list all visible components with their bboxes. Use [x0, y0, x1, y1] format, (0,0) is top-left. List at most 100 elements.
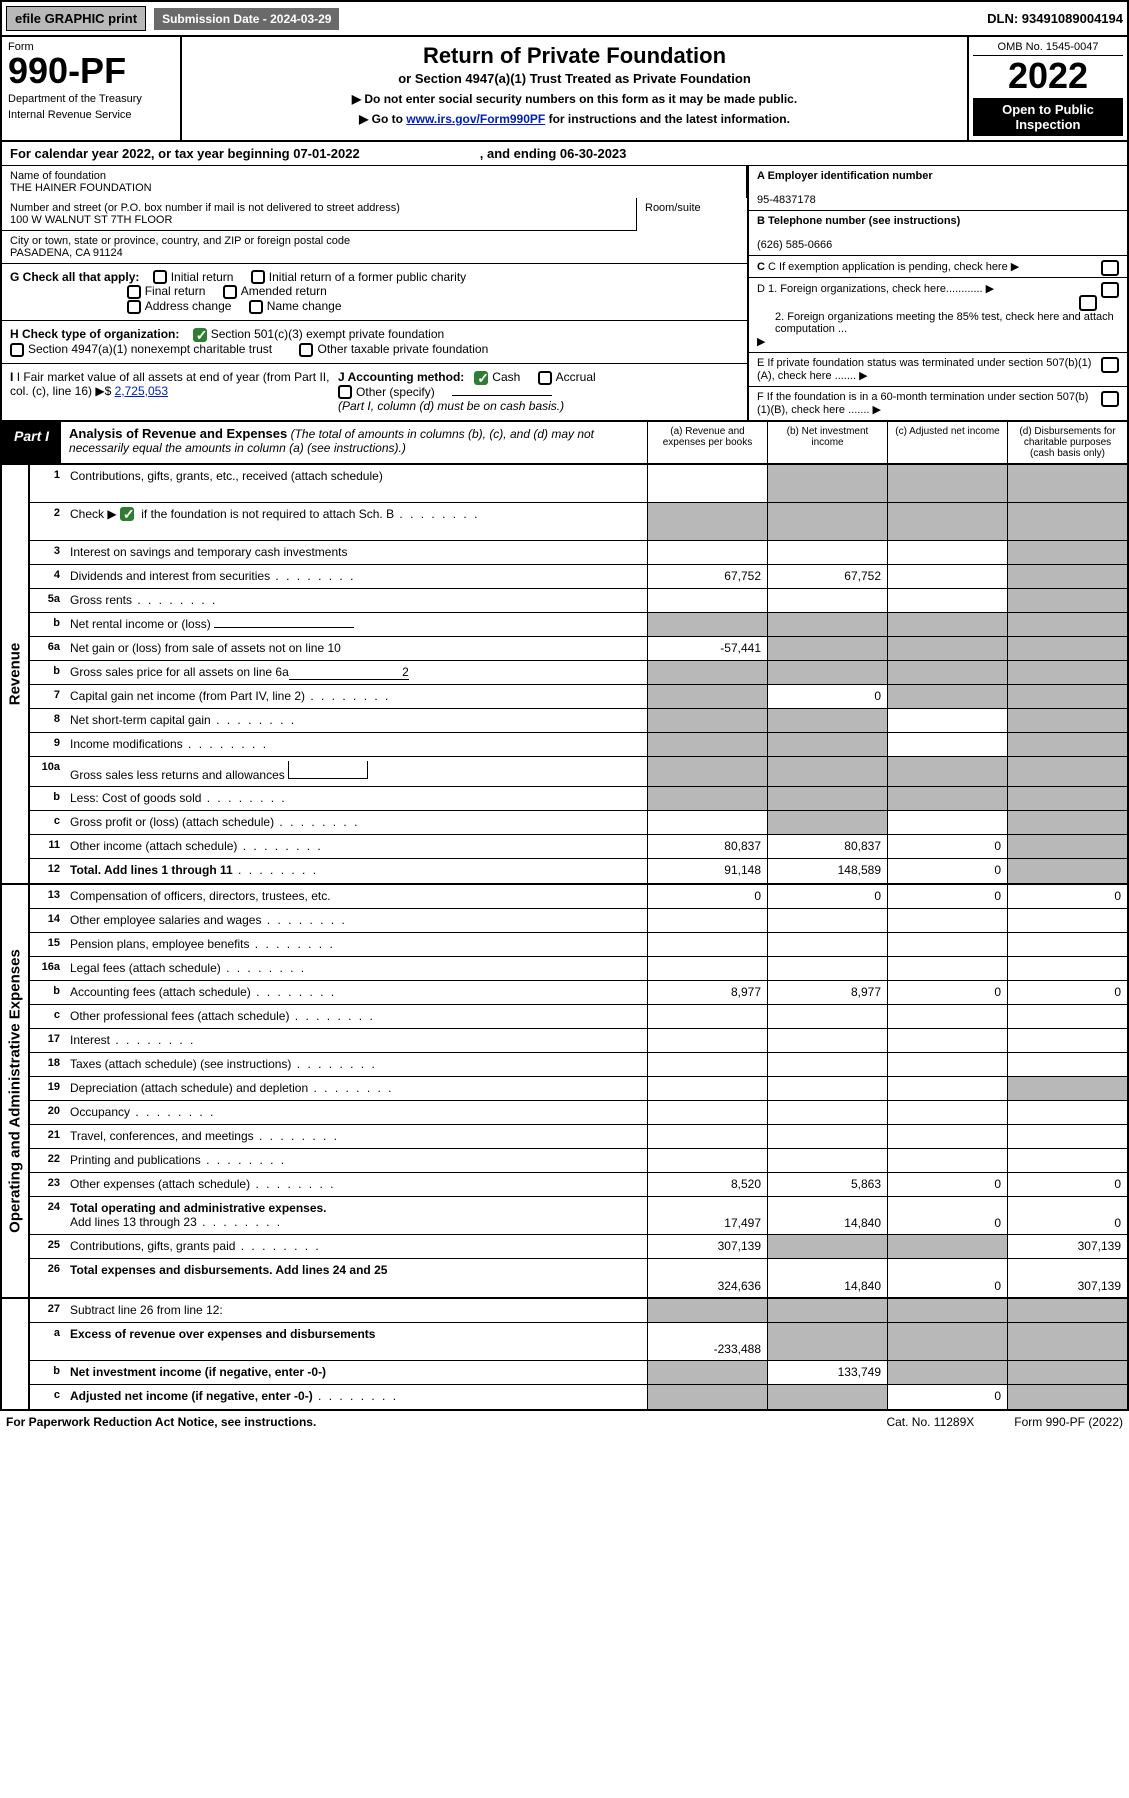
row-26-d: 307,139 — [1007, 1259, 1127, 1297]
schb-checkbox[interactable] — [120, 507, 134, 521]
row-27c-c: 0 — [887, 1385, 1007, 1409]
row-12-b: 148,589 — [767, 859, 887, 883]
street-address: 100 W WALNUT ST 7TH FLOOR — [10, 214, 628, 226]
d2-checkbox[interactable] — [1079, 295, 1097, 311]
d1-checkbox[interactable] — [1101, 282, 1119, 298]
open-public-badge: Open to Public Inspection — [973, 98, 1123, 136]
row-20-num: 20 — [30, 1101, 64, 1124]
row-9-num: 9 — [30, 733, 64, 756]
row-19-num: 19 — [30, 1077, 64, 1100]
row-24-num: 24 — [30, 1197, 64, 1234]
row-27b-desc: Net investment income (if negative, ente… — [64, 1361, 647, 1384]
row-16b-d: 0 — [1007, 981, 1127, 1004]
part1-desc: Analysis of Revenue and Expenses (The to… — [61, 422, 647, 463]
row-24-d: 0 — [1007, 1197, 1127, 1234]
page-footer: For Paperwork Reduction Act Notice, see … — [0, 1411, 1129, 1433]
row-27a-a: -233,488 — [647, 1323, 767, 1360]
header-mid: Return of Private Foundation or Section … — [182, 37, 967, 140]
c-checkbox[interactable] — [1101, 260, 1119, 276]
row-1-desc: Contributions, gifts, grants, etc., rece… — [64, 465, 647, 502]
row-16b-desc: Accounting fees (attach schedule) — [64, 981, 647, 1004]
row-18-desc: Taxes (attach schedule) (see instruction… — [64, 1053, 647, 1076]
row-21-num: 21 — [30, 1125, 64, 1148]
d2-label: 2. Foreign organizations meeting the 85%… — [757, 311, 1119, 335]
i-value-link[interactable]: 2,725,053 — [115, 384, 168, 398]
row-26-c: 0 — [887, 1259, 1007, 1297]
city-label: City or town, state or province, country… — [10, 235, 739, 247]
g-final-return[interactable]: Final return — [127, 284, 206, 298]
row-12-desc: Total. Add lines 1 through 11 — [64, 859, 647, 883]
row-7-desc: Capital gain net income (from Part IV, l… — [64, 685, 647, 708]
row-26-a: 324,636 — [647, 1259, 767, 1297]
row-23-a: 8,520 — [647, 1173, 767, 1196]
row-16b-a: 8,977 — [647, 981, 767, 1004]
row-14-num: 14 — [30, 909, 64, 932]
row-4-a: 67,752 — [647, 565, 767, 588]
h-4947a1[interactable]: Section 4947(a)(1) nonexempt charitable … — [10, 342, 272, 356]
row-25-a: 307,139 — [647, 1235, 767, 1258]
submission-date: Submission Date - 2024-03-29 — [154, 8, 339, 30]
f-label: F If the foundation is in a 60-month ter… — [757, 391, 1088, 416]
g-address-change[interactable]: Address change — [127, 299, 232, 313]
g-name-change[interactable]: Name change — [249, 299, 342, 313]
row-8-num: 8 — [30, 709, 64, 732]
phone-value: (626) 585-0666 — [757, 239, 832, 251]
part1-title: Analysis of Revenue and Expenses — [69, 426, 287, 441]
b-label: B Telephone number (see instructions) — [757, 215, 960, 227]
revenue-side-label: Revenue — [2, 465, 30, 883]
row-10b-desc: Less: Cost of goods sold — [64, 787, 647, 810]
j-other[interactable]: Other (specify) — [338, 385, 435, 399]
efile-print-button[interactable]: efile GRAPHIC print — [6, 6, 146, 31]
row-23-desc: Other expenses (attach schedule) — [64, 1173, 647, 1196]
row-22-num: 22 — [30, 1149, 64, 1172]
col-c-head: (c) Adjusted net income — [887, 422, 1007, 463]
row-24-desc: Total operating and administrative expen… — [64, 1197, 647, 1234]
row-17-desc: Interest — [64, 1029, 647, 1052]
h-501c3[interactable]: Section 501(c)(3) exempt private foundat… — [193, 327, 444, 341]
row-26-desc: Total expenses and disbursements. Add li… — [64, 1259, 647, 1297]
expenses-section: Operating and Administrative Expenses 13… — [0, 885, 1129, 1299]
h-other-taxable[interactable]: Other taxable private foundation — [299, 342, 488, 356]
row-13-a: 0 — [647, 885, 767, 908]
row-10c-num: c — [30, 811, 64, 834]
row-16a-desc: Legal fees (attach schedule) — [64, 957, 647, 980]
line-27-section: 27Subtract line 26 from line 12: aExcess… — [0, 1299, 1129, 1411]
row-22-desc: Printing and publications — [64, 1149, 647, 1172]
e-label: E If private foundation status was termi… — [757, 357, 1091, 382]
room-suite-label: Room/suite — [637, 198, 747, 231]
goto-note: ▶ Go to www.irs.gov/Form990PF for instru… — [192, 112, 957, 126]
g-initial-former[interactable]: Initial return of a former public charit… — [251, 270, 466, 284]
row-24-a: 17,497 — [647, 1197, 767, 1234]
e-checkbox[interactable] — [1101, 357, 1119, 373]
row-23-num: 23 — [30, 1173, 64, 1196]
row-10c-desc: Gross profit or (loss) (attach schedule) — [64, 811, 647, 834]
j-cash[interactable]: Cash — [474, 370, 520, 384]
row-9-desc: Income modifications — [64, 733, 647, 756]
section-ij: I I Fair market value of all assets at e… — [2, 364, 747, 420]
row-11-c: 0 — [887, 835, 1007, 858]
form-header: Form 990-PF Department of the Treasury I… — [0, 37, 1129, 142]
top-bar: efile GRAPHIC print Submission Date - 20… — [0, 0, 1129, 37]
form990pf-link[interactable]: www.irs.gov/Form990PF — [406, 112, 545, 126]
row-6b-num: b — [30, 661, 64, 684]
info-left: Name of foundation THE HAINER FOUNDATION… — [2, 166, 747, 420]
cat-number: Cat. No. 11289X — [886, 1415, 974, 1429]
row-5b-desc: Net rental income or (loss) — [64, 613, 647, 636]
g-amended-return[interactable]: Amended return — [223, 284, 327, 298]
cal-year-end: , and ending 06-30-2023 — [480, 146, 627, 161]
j-accrual[interactable]: Accrual — [538, 370, 596, 384]
row-13-d: 0 — [1007, 885, 1127, 908]
row-16a-num: 16a — [30, 957, 64, 980]
row-27-desc: Subtract line 26 from line 12: — [64, 1299, 647, 1322]
g-initial-return[interactable]: Initial return — [153, 270, 234, 284]
row-27a-num: a — [30, 1323, 64, 1360]
row-6b-desc: Gross sales price for all assets on line… — [64, 661, 647, 684]
row-6a-desc: Net gain or (loss) from sale of assets n… — [64, 637, 647, 660]
row-3-desc: Interest on savings and temporary cash i… — [64, 541, 647, 564]
row-26-num: 26 — [30, 1259, 64, 1297]
part1-header: Part I Analysis of Revenue and Expenses … — [0, 422, 1129, 465]
section-g: G Check all that apply: Initial return I… — [2, 264, 747, 321]
row-10a-desc: Gross sales less returns and allowances — [64, 757, 647, 786]
f-checkbox[interactable] — [1101, 391, 1119, 407]
row-13-num: 13 — [30, 885, 64, 908]
